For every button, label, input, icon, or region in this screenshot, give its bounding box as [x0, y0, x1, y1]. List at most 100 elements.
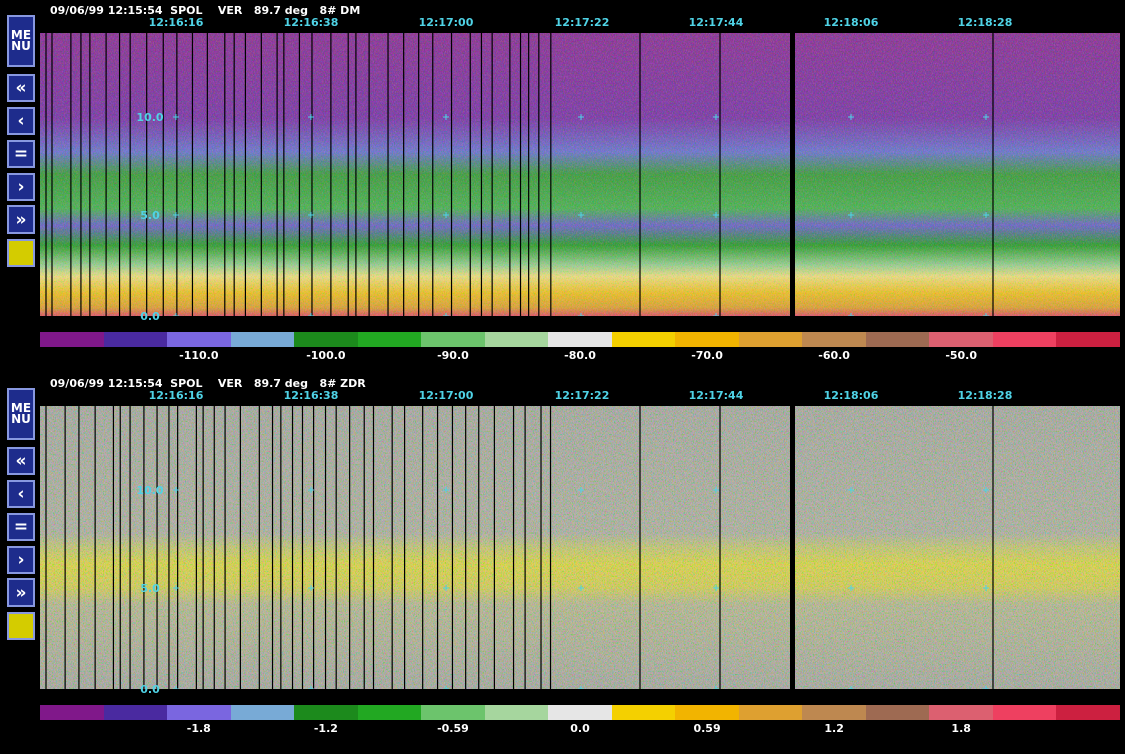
time-label: 12:18:06 — [823, 16, 879, 29]
grid-cross — [713, 313, 719, 316]
time-label: 12:16:16 — [148, 389, 204, 402]
menu-button[interactable]: MENU — [7, 15, 35, 67]
colorbar-label: -60.0 — [818, 349, 850, 362]
time-label: 12:16:38 — [283, 389, 339, 402]
colorbar-label: 0.0 — [570, 722, 590, 735]
colorbar-label: -100.0 — [306, 349, 346, 362]
colorbar-segment — [421, 705, 486, 720]
colorbar-segment — [294, 332, 359, 347]
grid-cross — [713, 585, 719, 591]
height-label: 0.0 — [140, 310, 160, 323]
data-break — [790, 406, 795, 689]
grid-cross — [173, 585, 179, 591]
grid-cross — [443, 313, 449, 316]
colorbar-segment — [548, 332, 613, 347]
menu-button[interactable]: » — [7, 205, 35, 234]
colorbar-label: -1.8 — [186, 722, 211, 735]
grid-cross — [983, 313, 989, 316]
grid-cross — [713, 212, 719, 218]
grid-cross — [308, 487, 314, 493]
menu-button[interactable]: › — [7, 173, 35, 201]
time-label: 12:18:28 — [957, 389, 1013, 402]
time-label: 12:18:28 — [957, 16, 1013, 29]
colorbar-segment — [1056, 332, 1121, 347]
radar-image — [40, 33, 1120, 316]
menu-button[interactable]: = — [7, 140, 35, 168]
menu-button[interactable]: › — [7, 546, 35, 574]
colorbar-segment — [1056, 705, 1121, 720]
colorbar-segment — [865, 705, 930, 720]
menu-button[interactable]: = — [7, 513, 35, 541]
grid-cross — [578, 487, 584, 493]
image-noise — [40, 406, 1120, 689]
grid-cross — [848, 313, 854, 316]
colorbar-segment — [484, 332, 549, 347]
grid-cross — [578, 114, 584, 120]
grid-cross — [983, 686, 989, 689]
panel-header: 09/06/99 12:15:54 SPOL VER 89.7 deg 8# Z… — [50, 377, 366, 390]
data-break — [790, 33, 795, 316]
colorbar-segment — [167, 705, 232, 720]
colorbar-segment — [103, 705, 168, 720]
grid-cross — [308, 585, 314, 591]
colorbar-segment — [103, 332, 168, 347]
menu-button[interactable]: » — [7, 578, 35, 607]
grid-cross — [713, 114, 719, 120]
grid-cross — [713, 487, 719, 493]
grid-cross — [578, 585, 584, 591]
grid-cross — [983, 114, 989, 120]
color-swatch-button[interactable] — [7, 612, 35, 640]
menu-button[interactable]: ‹ — [7, 480, 35, 508]
grid-cross — [173, 487, 179, 493]
grid-cross — [173, 686, 179, 689]
height-label: 10.0 — [136, 484, 164, 497]
colorbar-segment — [484, 705, 549, 720]
grid-cross — [308, 114, 314, 120]
grid-cross — [983, 212, 989, 218]
panel-header: 09/06/99 12:15:54 SPOL VER 89.7 deg 8# D… — [50, 4, 361, 17]
height-label: 5.0 — [140, 209, 160, 222]
menu-button[interactable]: MENU — [7, 388, 35, 440]
colorbar-label: -50.0 — [945, 349, 978, 362]
colorbar-segment — [357, 705, 422, 720]
grid-cross — [713, 686, 719, 689]
grid-cross — [443, 585, 449, 591]
grid-cross — [578, 686, 584, 689]
grid-cross — [443, 686, 449, 689]
grid-cross — [848, 585, 854, 591]
colorbar-segment — [992, 705, 1057, 720]
colorbar-label: 0.59 — [693, 722, 721, 735]
colorbar-segment — [738, 705, 803, 720]
colorbar-segment — [421, 332, 486, 347]
colorbar-segment — [611, 705, 676, 720]
colorbar-segment — [167, 332, 232, 347]
colorbar-segment — [294, 705, 359, 720]
colorbar-label: -110.0 — [179, 349, 219, 362]
menu-button[interactable]: « — [7, 74, 35, 102]
colorbar-segment — [865, 332, 930, 347]
colorbar-segment — [929, 705, 994, 720]
time-label: 12:17:22 — [554, 389, 610, 402]
height-label: 0.0 — [140, 683, 160, 696]
radar-image — [40, 406, 1120, 689]
time-label: 12:16:38 — [283, 16, 339, 29]
colorbar-label: 1.2 — [824, 722, 844, 735]
grid-cross — [578, 212, 584, 218]
time-label: 12:16:16 — [148, 16, 204, 29]
colorbar-segment — [675, 332, 740, 347]
colorbar-segment — [802, 332, 867, 347]
menu-button[interactable]: ‹ — [7, 107, 35, 135]
colorbar-segment — [611, 332, 676, 347]
time-label: 12:17:22 — [554, 16, 610, 29]
grid-cross — [848, 686, 854, 689]
colorbar-segment — [357, 332, 422, 347]
colorbar-segment — [675, 705, 740, 720]
colorbar-label: -0.59 — [437, 722, 469, 735]
grid-cross — [443, 212, 449, 218]
time-label: 12:17:44 — [688, 16, 744, 29]
menu-button[interactable]: « — [7, 447, 35, 475]
time-label: 12:17:00 — [418, 389, 474, 402]
color-swatch-button[interactable] — [7, 239, 35, 267]
colorbar-label: -90.0 — [437, 349, 469, 362]
colorbar-segment — [929, 332, 994, 347]
